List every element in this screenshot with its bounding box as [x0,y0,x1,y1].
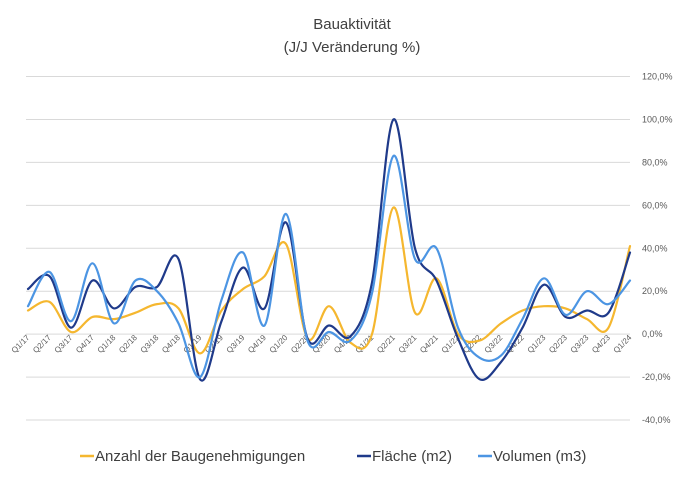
x-tick-label: Q2/17 [31,333,53,355]
series-line-baugenehmigungen [26,206,632,355]
y-tick-label: 120,0% [642,72,673,82]
x-tick-label: Q3/17 [53,333,75,355]
y-tick-label: 20,0% [642,286,668,296]
x-tick-label: Q2/23 [547,333,569,355]
x-tick-label: Q3/23 [569,333,591,355]
y-tick-label: 0,0% [642,329,663,339]
x-tick-label: Q1/20 [268,333,290,355]
series-line-volumen [26,154,632,379]
x-tick-label: Q4/21 [418,333,440,355]
x-tick-label: Q3/21 [397,333,419,355]
y-tick-label: 80,0% [642,157,668,167]
x-axis-ticks: Q1/17 Q2/17 Q3/17 Q4/17 Q1/18 Q2/18 Q3/18 Q4/18… [10,333,634,355]
x-tick-label: Q4/17 [74,333,96,355]
x-tick-label: Q2/18 [117,333,139,355]
chart-subtitle: (J/J Veränderung %) [284,39,421,56]
y-axis-ticks: -40,0% -20,0% 0,0% 20,0% 40,0% 60,0% 80,0% 100,… [642,72,673,426]
y-tick-label: 100,0% [642,114,673,124]
x-tick-label: Q4/23 [590,333,612,355]
x-tick-label: Q3/18 [139,333,161,355]
x-tick-label: Q4/18 [160,333,182,355]
legend: Anzahl der Baugenehmigungen Fläche (m2) Vo… [80,448,586,465]
gridlines [26,76,630,421]
x-tick-label: Q3/19 [225,333,247,355]
x-tick-label: Q1/23 [526,333,548,355]
x-tick-label: Q1/24 [612,333,634,355]
x-tick-label: Q1/17 [10,333,32,355]
series-line-flaeche [26,118,632,382]
x-tick-label: Q1/18 [96,333,118,355]
y-tick-label: 60,0% [642,200,668,210]
x-tick-label: Q2/21 [375,333,397,355]
legend-label: Fläche (m2) [372,448,452,465]
y-tick-label: -20,0% [642,372,671,382]
chart-title: Bauaktivität [313,16,391,33]
legend-label: Volumen (m3) [493,448,586,465]
series-lines [26,118,632,382]
y-tick-label: 40,0% [642,243,668,253]
x-tick-label: Q4/19 [246,333,268,355]
y-tick-label: -40,0% [642,415,671,425]
legend-label: Anzahl der Baugenehmigungen [95,448,305,465]
